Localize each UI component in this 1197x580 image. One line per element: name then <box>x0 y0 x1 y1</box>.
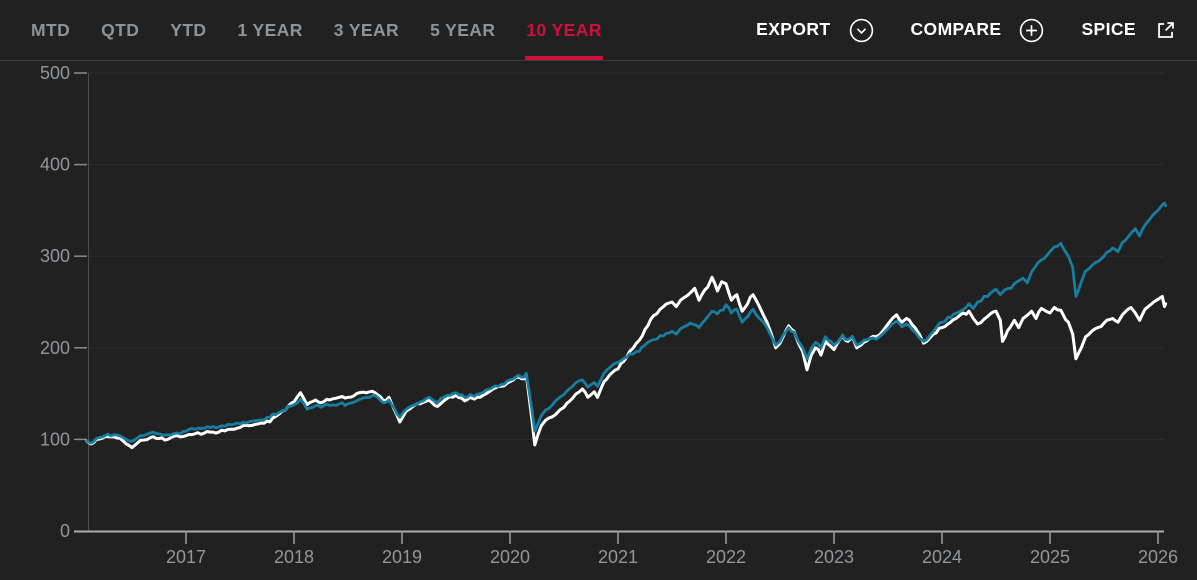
svg-text:2019: 2019 <box>382 547 422 567</box>
compare-button[interactable]: COMPARE <box>911 17 1046 44</box>
svg-text:100: 100 <box>40 429 70 449</box>
y-axis: 0 100 200 300 400 500 <box>40 63 87 541</box>
series-teal-line <box>85 201 1167 445</box>
chevron-down-circle-icon <box>849 18 873 42</box>
external-link-icon <box>1158 22 1174 38</box>
export-label: EXPORT <box>756 19 831 40</box>
svg-text:2017: 2017 <box>166 547 206 567</box>
svg-text:2022: 2022 <box>706 547 746 567</box>
svg-text:300: 300 <box>40 246 70 266</box>
toolbar-actions: EXPORT COMPARE SPICE <box>756 0 1179 60</box>
tab-1-year[interactable]: 1 YEAR <box>236 0 303 60</box>
toolbar: MTD QTD YTD 1 YEAR 3 YEAR 5 YEAR 10 YEAR… <box>0 0 1197 61</box>
tab-5-year[interactable]: 5 YEAR <box>429 0 496 60</box>
spice-button[interactable]: SPICE <box>1081 17 1179 43</box>
svg-text:500: 500 <box>40 63 70 83</box>
export-button[interactable]: EXPORT <box>756 17 874 44</box>
svg-text:2024: 2024 <box>922 547 962 567</box>
period-tabbar: MTD QTD YTD 1 YEAR 3 YEAR 5 YEAR 10 YEAR <box>30 0 603 60</box>
tab-ytd[interactable]: YTD <box>169 0 207 60</box>
svg-text:2023: 2023 <box>814 547 854 567</box>
series-white-line <box>85 275 1168 450</box>
svg-text:2021: 2021 <box>598 547 638 567</box>
tab-10-year[interactable]: 10 YEAR <box>525 0 603 60</box>
svg-text:2026: 2026 <box>1138 547 1178 567</box>
svg-text:2025: 2025 <box>1030 547 1070 567</box>
spice-label: SPICE <box>1081 19 1136 40</box>
svg-text:400: 400 <box>40 155 70 175</box>
gridlines <box>88 72 1164 440</box>
svg-text:200: 200 <box>40 338 70 358</box>
tab-mtd[interactable]: MTD <box>30 0 71 60</box>
svg-text:0: 0 <box>60 521 70 541</box>
compare-label: COMPARE <box>910 19 1002 40</box>
x-axis: 2017 2018 2019 2020 2021 2022 2023 2024 2025 2026 <box>166 531 1178 567</box>
svg-text:2020: 2020 <box>490 547 530 567</box>
tab-qtd[interactable]: QTD <box>100 0 140 60</box>
tab-3-year[interactable]: 3 YEAR <box>333 0 400 60</box>
plus-circle-icon <box>1020 18 1044 42</box>
svg-text:2018: 2018 <box>274 547 314 567</box>
